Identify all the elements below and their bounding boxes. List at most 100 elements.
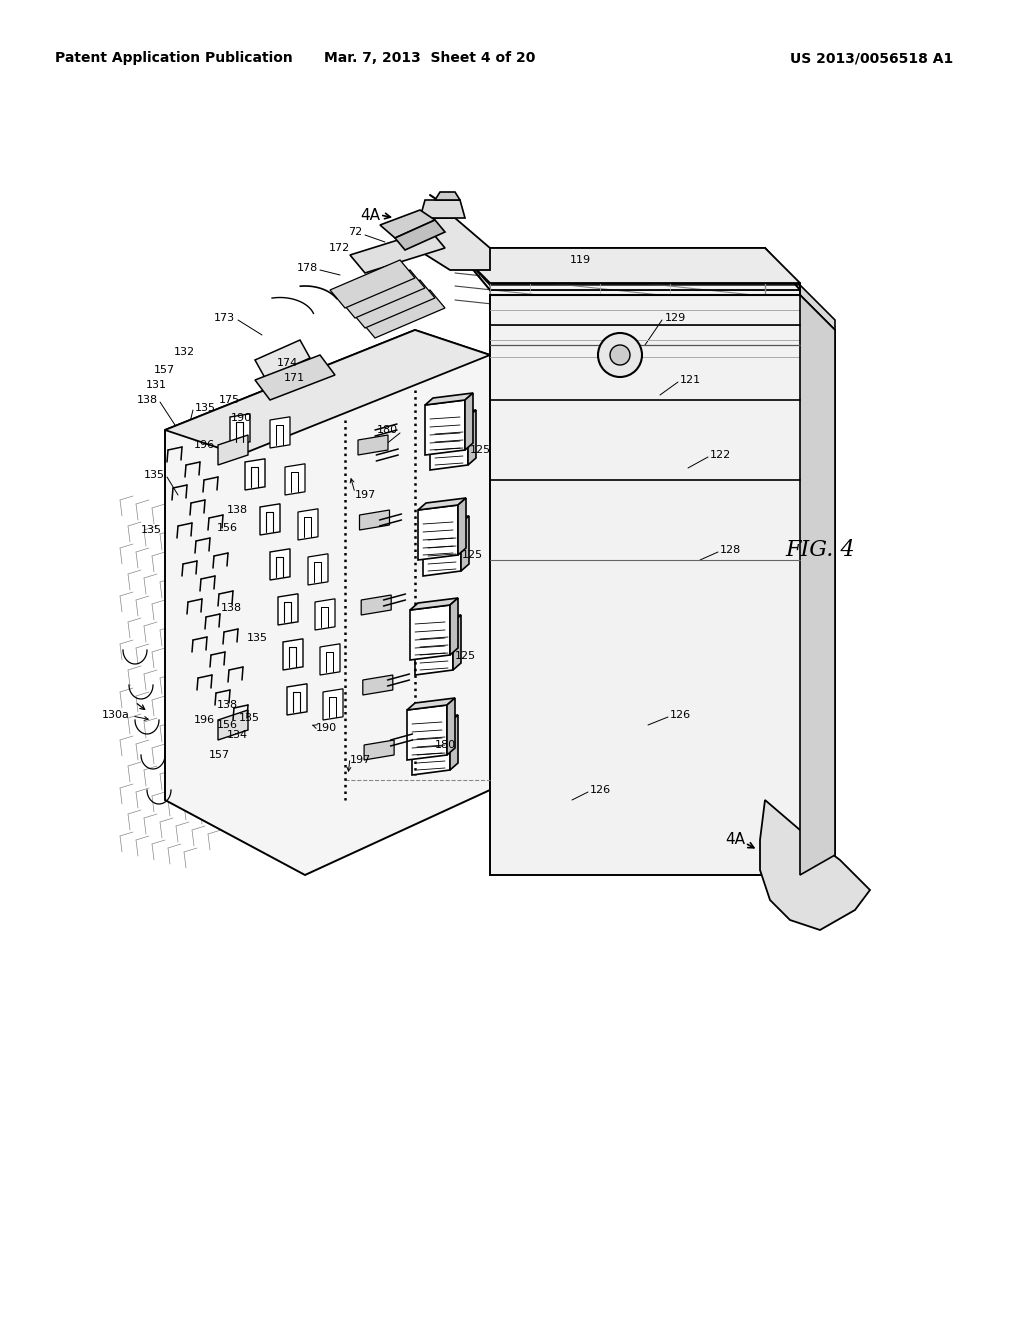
Polygon shape bbox=[490, 294, 835, 875]
Polygon shape bbox=[423, 523, 461, 576]
Polygon shape bbox=[415, 615, 461, 627]
Polygon shape bbox=[450, 715, 458, 770]
Text: 157: 157 bbox=[154, 366, 175, 375]
Text: 135: 135 bbox=[141, 525, 162, 535]
Polygon shape bbox=[430, 417, 468, 470]
Text: 125: 125 bbox=[462, 550, 483, 560]
Polygon shape bbox=[283, 639, 303, 671]
Text: 174: 174 bbox=[276, 358, 298, 368]
Polygon shape bbox=[425, 400, 465, 455]
Text: 157: 157 bbox=[209, 750, 230, 760]
Polygon shape bbox=[350, 280, 435, 327]
Text: Patent Application Publication: Patent Application Publication bbox=[55, 51, 293, 65]
Text: 171: 171 bbox=[284, 374, 305, 383]
Polygon shape bbox=[165, 330, 490, 455]
Text: 135: 135 bbox=[239, 713, 260, 723]
Polygon shape bbox=[415, 622, 453, 675]
Polygon shape bbox=[278, 594, 298, 624]
Polygon shape bbox=[359, 510, 389, 531]
Polygon shape bbox=[395, 220, 445, 249]
Text: 126: 126 bbox=[590, 785, 611, 795]
Polygon shape bbox=[468, 411, 476, 465]
Polygon shape bbox=[218, 710, 248, 741]
Text: 190: 190 bbox=[316, 723, 337, 733]
Text: 122: 122 bbox=[710, 450, 731, 459]
Polygon shape bbox=[340, 271, 425, 318]
Text: 119: 119 bbox=[570, 255, 591, 265]
Text: 125: 125 bbox=[470, 445, 492, 455]
Polygon shape bbox=[450, 598, 458, 655]
Text: 125: 125 bbox=[455, 651, 476, 661]
Circle shape bbox=[610, 345, 630, 366]
Polygon shape bbox=[465, 393, 473, 450]
Polygon shape bbox=[361, 595, 391, 615]
Polygon shape bbox=[358, 436, 388, 455]
Polygon shape bbox=[350, 230, 445, 273]
Circle shape bbox=[598, 333, 642, 378]
Polygon shape bbox=[319, 644, 340, 675]
Text: 196: 196 bbox=[194, 715, 215, 725]
Polygon shape bbox=[800, 294, 835, 875]
Polygon shape bbox=[407, 705, 447, 760]
Text: 4A: 4A bbox=[725, 833, 745, 847]
Polygon shape bbox=[415, 218, 490, 271]
Text: 138: 138 bbox=[221, 603, 242, 612]
Text: 135: 135 bbox=[144, 470, 165, 480]
Polygon shape bbox=[461, 516, 469, 572]
Polygon shape bbox=[800, 285, 835, 360]
Polygon shape bbox=[430, 411, 476, 422]
Text: 156: 156 bbox=[217, 719, 238, 730]
Polygon shape bbox=[360, 290, 445, 338]
Text: 180: 180 bbox=[377, 425, 398, 436]
Text: 180: 180 bbox=[435, 741, 456, 750]
Text: 175: 175 bbox=[219, 395, 240, 405]
Text: 131: 131 bbox=[146, 380, 167, 389]
Polygon shape bbox=[330, 260, 415, 308]
Polygon shape bbox=[412, 722, 450, 775]
Text: 197: 197 bbox=[350, 755, 372, 766]
Text: 173: 173 bbox=[214, 313, 234, 323]
Polygon shape bbox=[255, 355, 335, 400]
Text: 129: 129 bbox=[665, 313, 686, 323]
Text: 135: 135 bbox=[247, 634, 268, 643]
Polygon shape bbox=[455, 248, 800, 282]
Polygon shape bbox=[453, 615, 461, 671]
Polygon shape bbox=[410, 598, 458, 610]
Polygon shape bbox=[412, 715, 458, 727]
Text: 126: 126 bbox=[670, 710, 691, 719]
Text: 72: 72 bbox=[348, 227, 362, 238]
Polygon shape bbox=[365, 741, 394, 760]
Text: 196: 196 bbox=[194, 440, 215, 450]
Text: 138: 138 bbox=[137, 395, 158, 405]
Polygon shape bbox=[760, 800, 870, 931]
Polygon shape bbox=[245, 459, 265, 490]
Polygon shape bbox=[298, 508, 318, 540]
Text: 130a: 130a bbox=[102, 710, 130, 719]
Polygon shape bbox=[270, 549, 290, 579]
Polygon shape bbox=[308, 554, 328, 585]
Polygon shape bbox=[218, 436, 248, 465]
Text: 172: 172 bbox=[329, 243, 350, 253]
Polygon shape bbox=[418, 498, 466, 510]
Polygon shape bbox=[255, 341, 310, 378]
Polygon shape bbox=[447, 698, 455, 755]
Polygon shape bbox=[423, 516, 469, 528]
Text: 128: 128 bbox=[720, 545, 741, 554]
Polygon shape bbox=[260, 504, 280, 535]
Text: US 2013/0056518 A1: US 2013/0056518 A1 bbox=[790, 51, 953, 65]
Polygon shape bbox=[270, 417, 290, 447]
Polygon shape bbox=[287, 684, 307, 715]
Polygon shape bbox=[458, 498, 466, 554]
Polygon shape bbox=[323, 689, 343, 719]
Text: 134: 134 bbox=[227, 730, 248, 741]
Text: 4A: 4A bbox=[360, 207, 380, 223]
Text: Mar. 7, 2013  Sheet 4 of 20: Mar. 7, 2013 Sheet 4 of 20 bbox=[325, 51, 536, 65]
Polygon shape bbox=[315, 599, 335, 630]
Text: 197: 197 bbox=[355, 490, 376, 500]
Polygon shape bbox=[418, 506, 458, 560]
Text: 121: 121 bbox=[680, 375, 701, 385]
Text: 190: 190 bbox=[230, 413, 252, 422]
Text: 138: 138 bbox=[217, 700, 238, 710]
Text: 178: 178 bbox=[297, 263, 318, 273]
Polygon shape bbox=[435, 191, 460, 201]
